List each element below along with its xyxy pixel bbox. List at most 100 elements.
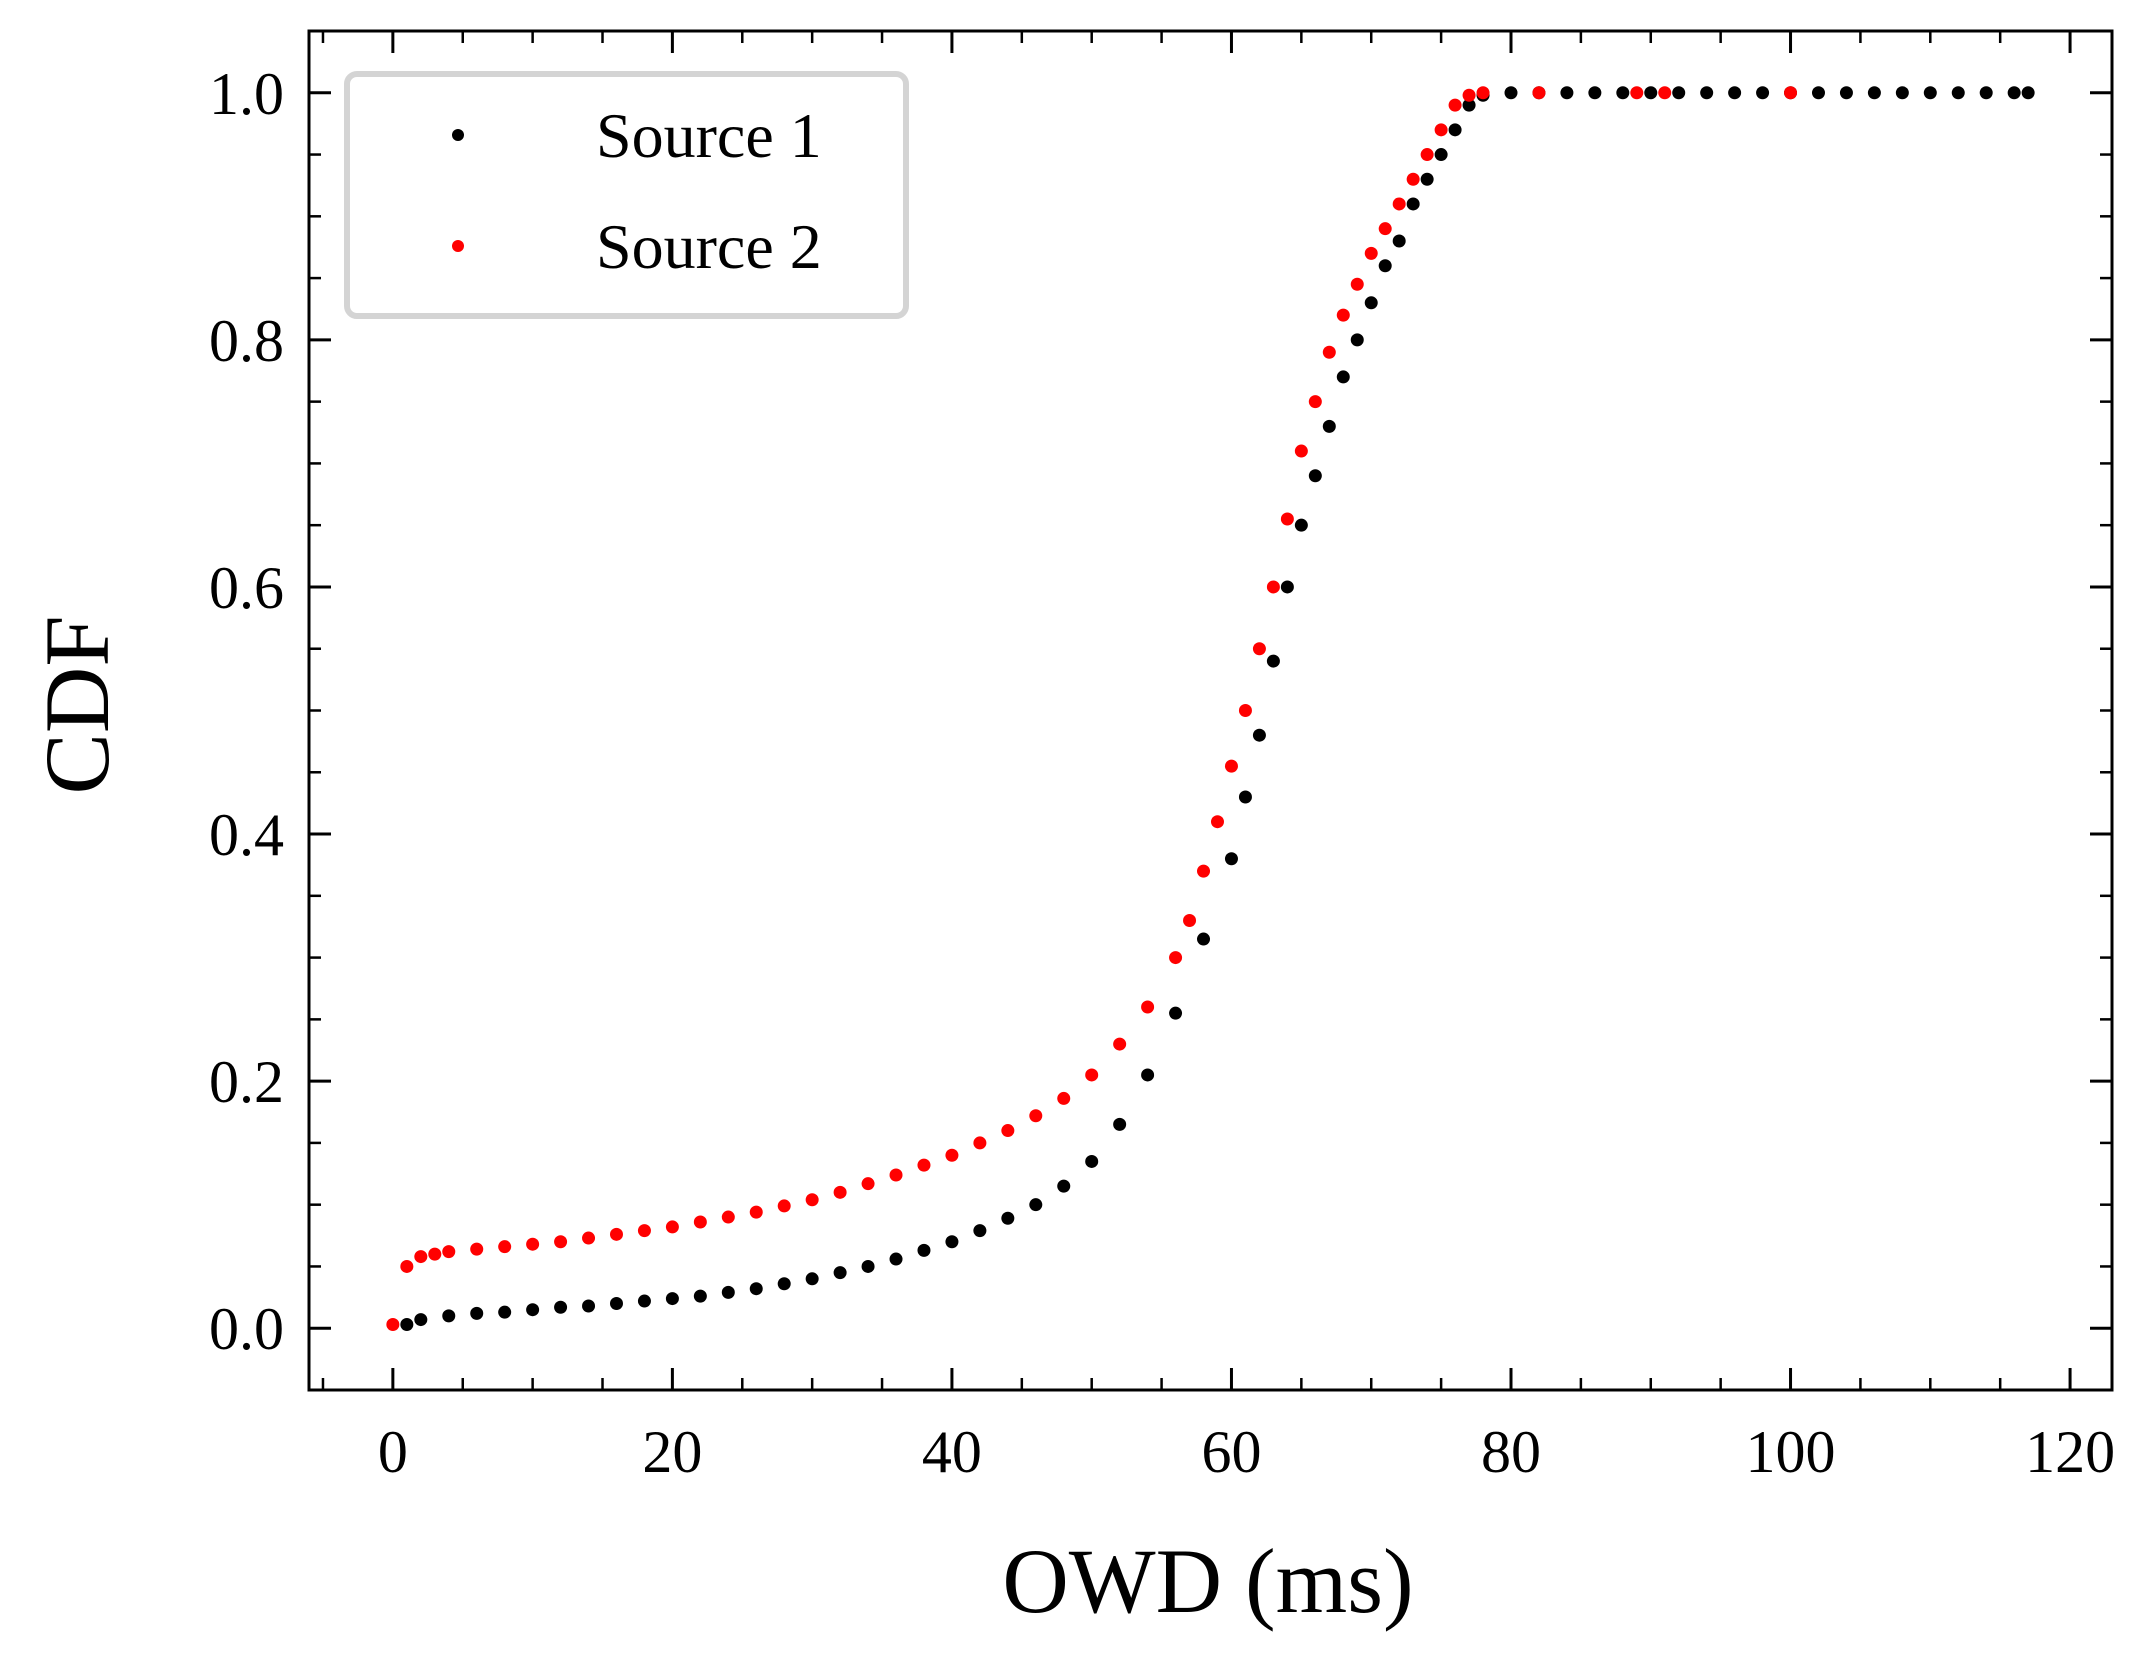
data-point bbox=[1756, 86, 1770, 100]
data-point bbox=[777, 1277, 791, 1291]
legend: Source 1 Source 2 bbox=[344, 71, 909, 319]
data-point bbox=[1252, 728, 1266, 742]
data-point bbox=[1141, 1068, 1155, 1082]
data-point bbox=[693, 1215, 707, 1229]
data-point bbox=[1420, 172, 1434, 186]
data-point bbox=[1294, 444, 1308, 458]
data-point bbox=[1364, 246, 1378, 260]
data-point bbox=[1029, 1109, 1043, 1123]
data-point bbox=[1658, 86, 1672, 100]
data-point bbox=[889, 1252, 903, 1266]
data-point bbox=[1406, 172, 1420, 186]
data-point bbox=[861, 1259, 875, 1273]
data-point bbox=[1895, 86, 1909, 100]
data-point bbox=[1504, 86, 1518, 100]
data-point bbox=[1462, 88, 1476, 102]
legend-label-source-1: Source 1 bbox=[596, 100, 822, 171]
data-point bbox=[1728, 86, 1742, 100]
data-point bbox=[1350, 277, 1364, 291]
data-point bbox=[1811, 86, 1825, 100]
data-point bbox=[1672, 86, 1686, 100]
data-point bbox=[1406, 197, 1420, 211]
data-point bbox=[693, 1289, 707, 1303]
data-point bbox=[1336, 308, 1350, 322]
series-2 bbox=[386, 86, 1798, 1332]
data-point bbox=[833, 1266, 847, 1280]
series-layer bbox=[386, 86, 2035, 1332]
y-axis-title: CDF bbox=[26, 616, 128, 795]
legend-marker-source-2 bbox=[452, 240, 464, 252]
data-point bbox=[1210, 815, 1224, 829]
data-point bbox=[721, 1210, 735, 1224]
data-point bbox=[749, 1205, 763, 1219]
data-point bbox=[1336, 370, 1350, 384]
data-point bbox=[1378, 222, 1392, 236]
data-point bbox=[1085, 1068, 1099, 1082]
data-point bbox=[1700, 86, 1714, 100]
data-point bbox=[1238, 790, 1252, 804]
data-point bbox=[400, 1259, 414, 1273]
data-point bbox=[1001, 1124, 1015, 1138]
data-point bbox=[1197, 864, 1211, 878]
data-point bbox=[526, 1237, 540, 1251]
data-point bbox=[1434, 148, 1448, 162]
data-point bbox=[609, 1297, 623, 1311]
labels-layer: 0 20 40 60 80 100 120 0.0 0.2 0.4 0.6 0.8 1.0 bbox=[209, 61, 2115, 1485]
data-point bbox=[526, 1303, 540, 1317]
y-tick-label: 0.0 bbox=[209, 1296, 284, 1362]
data-point bbox=[2007, 86, 2021, 100]
data-point bbox=[1085, 1154, 1099, 1168]
data-point bbox=[945, 1235, 959, 1249]
data-point bbox=[805, 1272, 819, 1286]
y-tick-label: 1.0 bbox=[209, 61, 284, 127]
data-point bbox=[1378, 259, 1392, 273]
data-point bbox=[414, 1313, 428, 1327]
x-axis-title: OWD (ms) bbox=[1002, 1530, 1413, 1632]
data-point bbox=[400, 1318, 414, 1332]
data-point bbox=[1434, 123, 1448, 137]
data-point bbox=[1238, 704, 1252, 717]
data-point bbox=[1448, 123, 1462, 137]
ticks-layer bbox=[309, 31, 2112, 1390]
data-point bbox=[1784, 86, 1798, 100]
data-point bbox=[609, 1227, 623, 1241]
data-point bbox=[582, 1231, 596, 1245]
data-point bbox=[637, 1224, 651, 1238]
legend-box bbox=[344, 71, 909, 319]
y-tick-label: 0.8 bbox=[209, 308, 284, 374]
data-point bbox=[1867, 86, 1881, 100]
data-point bbox=[1448, 98, 1462, 112]
data-point bbox=[1308, 395, 1322, 409]
data-point bbox=[861, 1177, 875, 1191]
data-point bbox=[1224, 759, 1238, 773]
data-point bbox=[1057, 1091, 1071, 1105]
x-tick-label: 0 bbox=[378, 1419, 408, 1485]
data-point bbox=[917, 1158, 931, 1172]
data-point bbox=[917, 1243, 931, 1257]
data-point bbox=[1057, 1179, 1071, 1193]
x-tick-label: 100 bbox=[1746, 1419, 1836, 1485]
data-point bbox=[470, 1306, 484, 1320]
data-point bbox=[582, 1299, 596, 1313]
data-point bbox=[1476, 86, 1490, 100]
y-tick-label: 0.6 bbox=[209, 555, 284, 621]
data-point bbox=[1252, 642, 1266, 656]
data-point bbox=[554, 1235, 568, 1249]
data-point bbox=[973, 1136, 987, 1150]
data-point bbox=[1588, 86, 1602, 100]
data-point bbox=[1280, 580, 1294, 594]
data-point bbox=[1280, 512, 1294, 526]
data-point bbox=[1462, 98, 1476, 112]
data-point bbox=[1266, 654, 1280, 668]
data-point bbox=[1113, 1037, 1127, 1051]
data-point bbox=[1113, 1117, 1127, 1131]
data-point bbox=[637, 1294, 651, 1308]
data-point bbox=[1630, 86, 1644, 100]
legend-marker-source-1 bbox=[452, 129, 464, 141]
data-point bbox=[470, 1242, 484, 1256]
data-point bbox=[1951, 86, 1965, 100]
data-point bbox=[1322, 345, 1336, 359]
data-point bbox=[1364, 296, 1378, 310]
data-point bbox=[1392, 234, 1406, 248]
